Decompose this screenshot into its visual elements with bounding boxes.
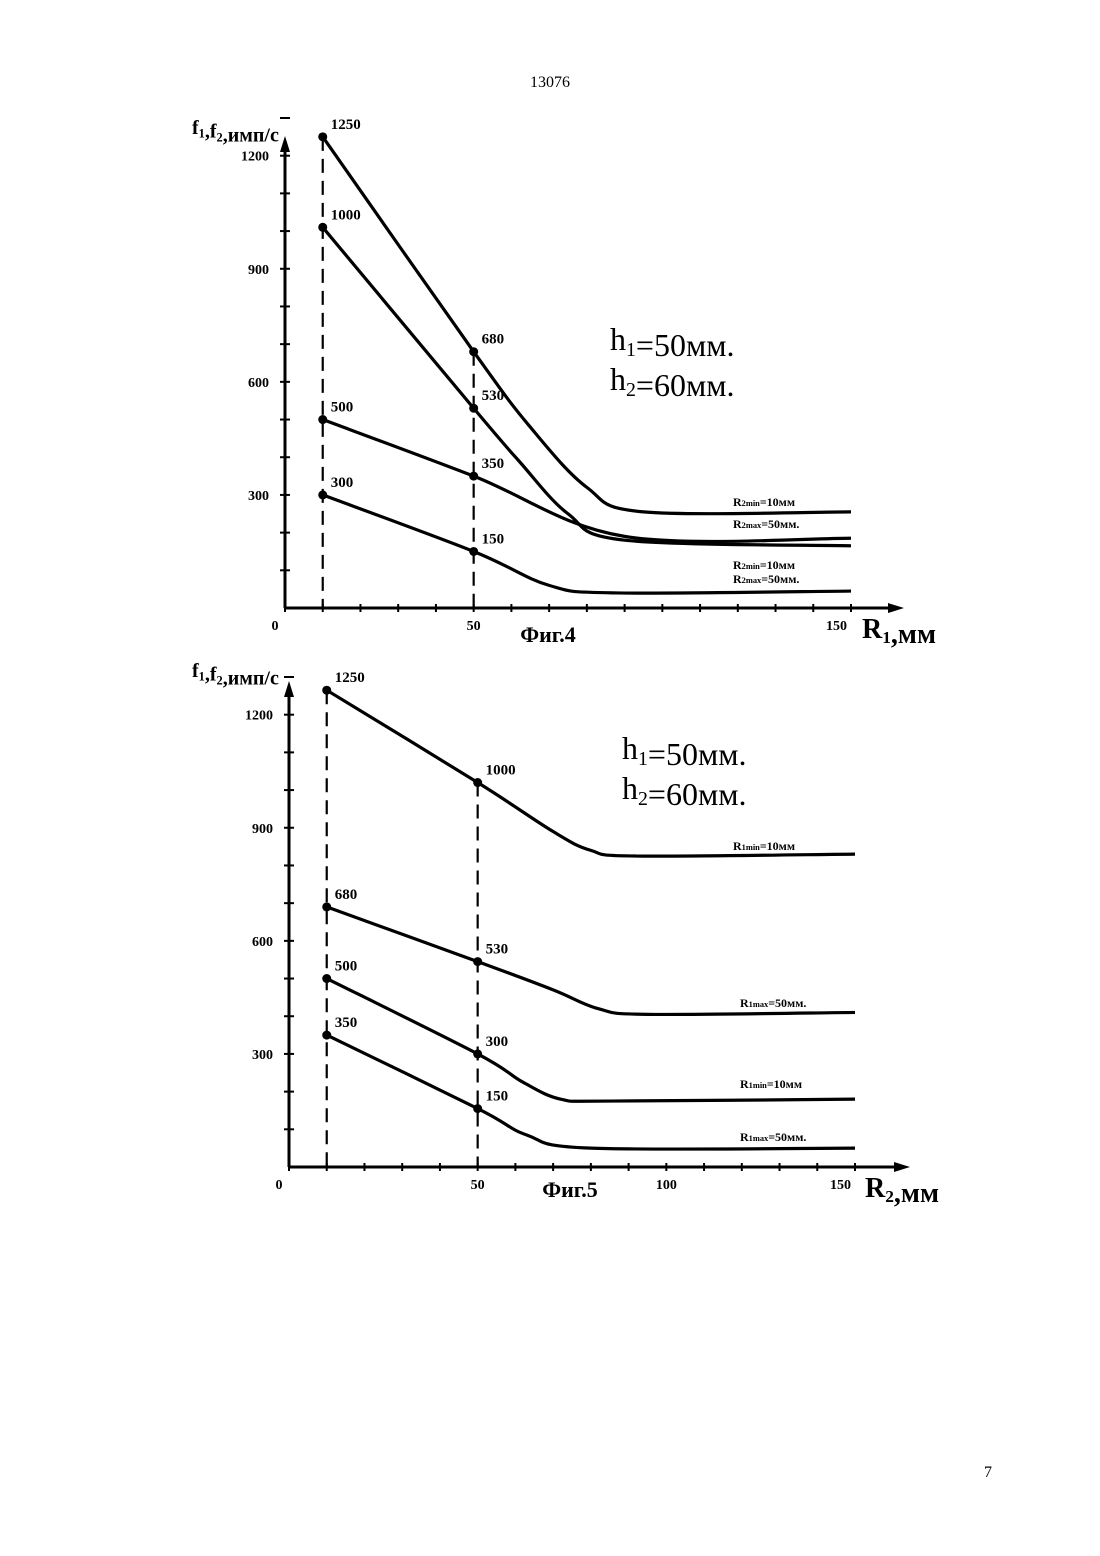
page-footer-number: 7 — [984, 1464, 992, 1482]
parameter-text: h2=60мм. — [622, 770, 746, 812]
data-point — [473, 957, 482, 966]
y-axis-arrow — [284, 681, 294, 697]
y-axis-label: f1,f2,имп/с — [192, 660, 279, 689]
y-axis-label: f1,f2,имп/с — [192, 117, 279, 146]
y-tick-label: 300 — [248, 489, 269, 504]
data-point — [318, 132, 327, 141]
y-tick-label: 600 — [252, 935, 273, 950]
curve-label: R2max=50мм. — [733, 517, 799, 531]
x-tick-label: 50 — [467, 619, 481, 634]
data-point-label: 500 — [331, 400, 354, 416]
x-tick-label: 0 — [272, 619, 279, 634]
page-header-number: 13076 — [0, 74, 1100, 92]
data-point — [469, 547, 478, 556]
data-point — [322, 1031, 331, 1040]
data-point — [322, 686, 331, 695]
curve-label: R1min=10мм — [733, 839, 795, 853]
data-point-label: 150 — [486, 1089, 509, 1105]
series-line — [327, 690, 855, 856]
data-point — [318, 223, 327, 232]
data-point — [473, 778, 482, 787]
curve-label: R2min=10мм — [733, 558, 795, 572]
data-point-label: 150 — [482, 531, 505, 547]
parameter-text: h1=50мм. — [610, 321, 734, 363]
x-axis-arrow — [888, 603, 904, 613]
x-tick-label: 150 — [830, 1178, 851, 1193]
y-axis-arrow — [280, 136, 290, 152]
x-axis-label: R2,мм — [865, 1173, 939, 1209]
data-point-label: 300 — [486, 1034, 509, 1050]
data-point-label: 530 — [482, 388, 505, 404]
data-point-label: 1250 — [335, 670, 365, 686]
data-point — [469, 347, 478, 356]
data-point — [469, 472, 478, 481]
curve-label: R1min=10мм — [740, 1077, 802, 1091]
data-point — [318, 415, 327, 424]
data-point-label: 500 — [335, 959, 358, 975]
data-point — [322, 902, 331, 911]
data-point — [473, 1049, 482, 1058]
data-point-label: 680 — [482, 332, 505, 348]
x-tick-label: 50 — [471, 1178, 485, 1193]
data-point-label: 300 — [331, 475, 354, 491]
figure-4-chart: 0 50 150 300 600 900 1200 f1,f2,имп/с R1,мм Фиг.4… — [0, 100, 1100, 660]
figure-caption: Фиг.5 — [542, 1177, 598, 1202]
y-tick-label: 900 — [248, 263, 269, 278]
curve-label: R1max=50мм. — [740, 996, 806, 1010]
data-point-label: 350 — [482, 456, 505, 472]
x-tick-label: 100 — [656, 1178, 677, 1193]
y-tick-label: 300 — [252, 1048, 273, 1063]
parameter-text: h2=60мм. — [610, 361, 734, 403]
y-tick-label: 1200 — [245, 709, 273, 724]
y-tick-label: 1200 — [241, 150, 269, 165]
curve-label: R2max=50мм. — [733, 572, 799, 586]
x-tick-label: 150 — [826, 619, 847, 634]
x-tick-label: 0 — [276, 1178, 283, 1193]
data-point — [318, 490, 327, 499]
data-point-label: 680 — [335, 887, 358, 903]
data-point-label: 1000 — [331, 207, 361, 223]
y-tick-label: 600 — [248, 376, 269, 391]
data-point-label: 350 — [335, 1015, 358, 1031]
y-tick-label: 900 — [252, 822, 273, 837]
x-axis-arrow — [894, 1162, 910, 1172]
figure-caption: Фиг.4 — [520, 622, 576, 647]
curve-label: R1max=50мм. — [740, 1130, 806, 1144]
data-point-label: 1250 — [331, 117, 361, 133]
data-point — [469, 404, 478, 413]
x-axis-label: R1,мм — [862, 614, 936, 650]
curve-label: R2min=10мм — [733, 495, 795, 509]
data-point — [473, 1104, 482, 1113]
figure-5-chart: 0 50 100 150 300 600 900 1200 f1,f2,имп/с R2,мм Фи… — [0, 655, 1100, 1215]
data-point-label: 1000 — [486, 763, 516, 779]
parameter-text: h1=50мм. — [622, 730, 746, 772]
data-point — [322, 974, 331, 983]
data-point-label: 530 — [486, 942, 509, 958]
series-line — [323, 137, 851, 514]
